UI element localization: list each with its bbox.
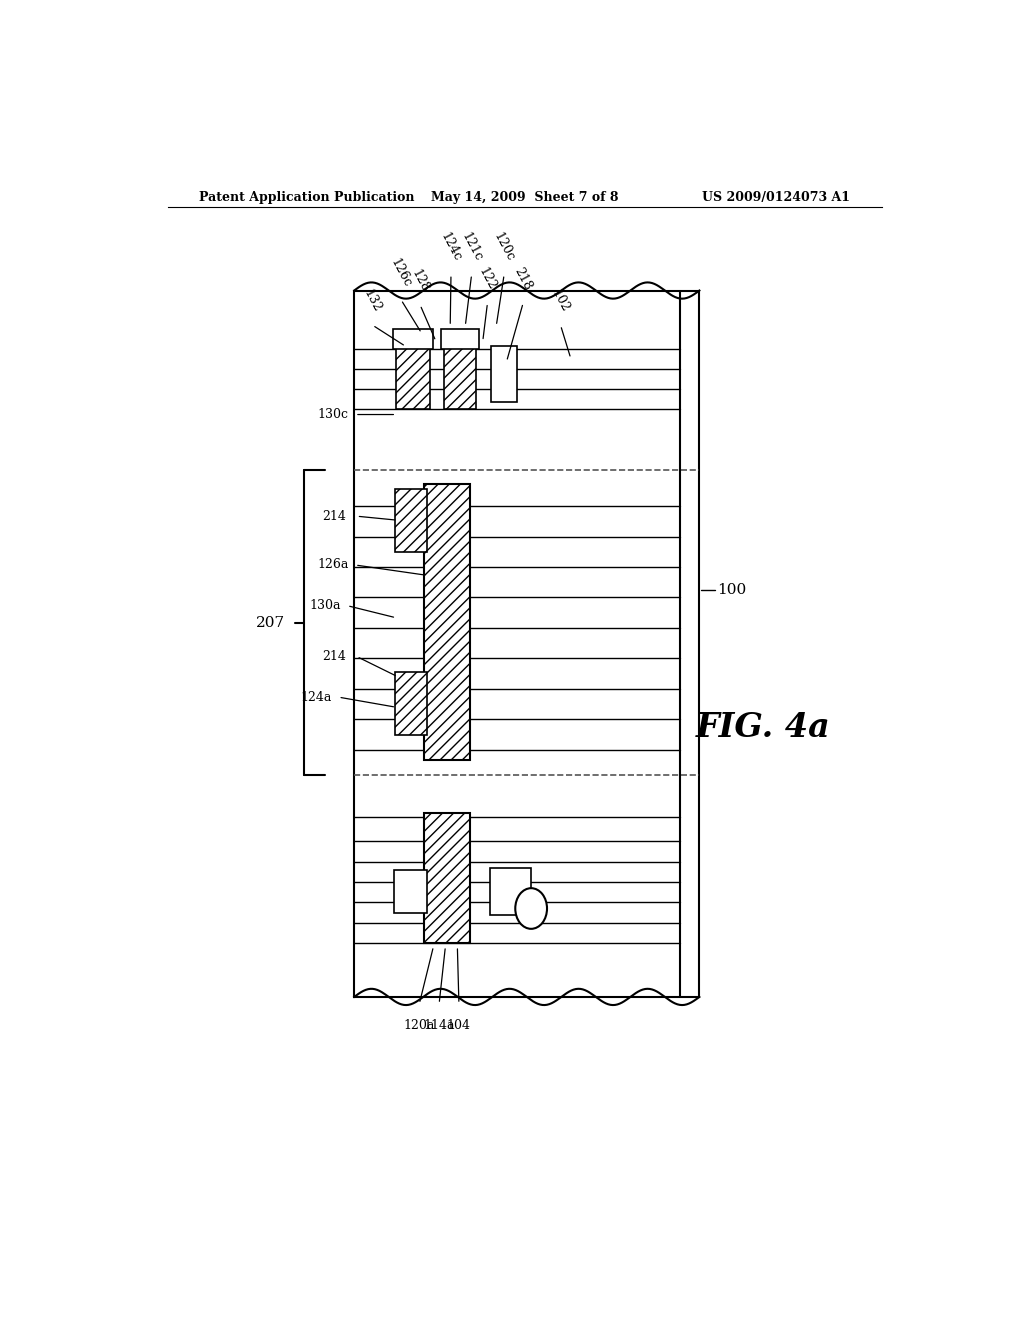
Bar (440, 329, 479, 350)
Bar (396, 346, 430, 409)
Bar (393, 329, 433, 350)
Text: 102: 102 (549, 288, 571, 315)
Text: 126c: 126c (388, 256, 414, 289)
Text: US 2009/0124073 A1: US 2009/0124073 A1 (702, 191, 850, 203)
Text: 214: 214 (323, 510, 346, 523)
Text: 122: 122 (476, 265, 499, 293)
Bar (394, 870, 427, 912)
Bar (424, 813, 470, 942)
Text: 126a: 126a (317, 558, 348, 572)
Text: 114a: 114a (423, 1019, 455, 1032)
Text: 207: 207 (256, 616, 285, 630)
Text: 214: 214 (323, 649, 346, 663)
Text: May 14, 2009  Sheet 7 of 8: May 14, 2009 Sheet 7 of 8 (431, 191, 618, 203)
Bar (489, 867, 531, 915)
Text: 104: 104 (446, 1019, 471, 1032)
Text: 100: 100 (717, 583, 746, 598)
Text: 121c: 121c (459, 231, 484, 264)
Text: 120a: 120a (403, 1019, 435, 1032)
Bar (354, 290, 699, 997)
Text: 128: 128 (409, 268, 431, 294)
Bar (443, 346, 475, 409)
Bar (395, 672, 427, 735)
Text: FIG. 4a: FIG. 4a (695, 711, 830, 744)
Text: 120c: 120c (492, 231, 517, 264)
Text: 124a: 124a (300, 690, 332, 704)
Text: Patent Application Publication: Patent Application Publication (200, 191, 415, 203)
Text: 132: 132 (361, 288, 384, 315)
Bar (395, 488, 427, 552)
Text: 124c: 124c (438, 231, 464, 264)
Text: 130a: 130a (309, 599, 341, 612)
Text: 130c: 130c (317, 408, 348, 421)
Bar (424, 483, 470, 760)
Circle shape (515, 888, 547, 929)
Bar (492, 346, 517, 403)
Text: 218: 218 (512, 265, 535, 293)
